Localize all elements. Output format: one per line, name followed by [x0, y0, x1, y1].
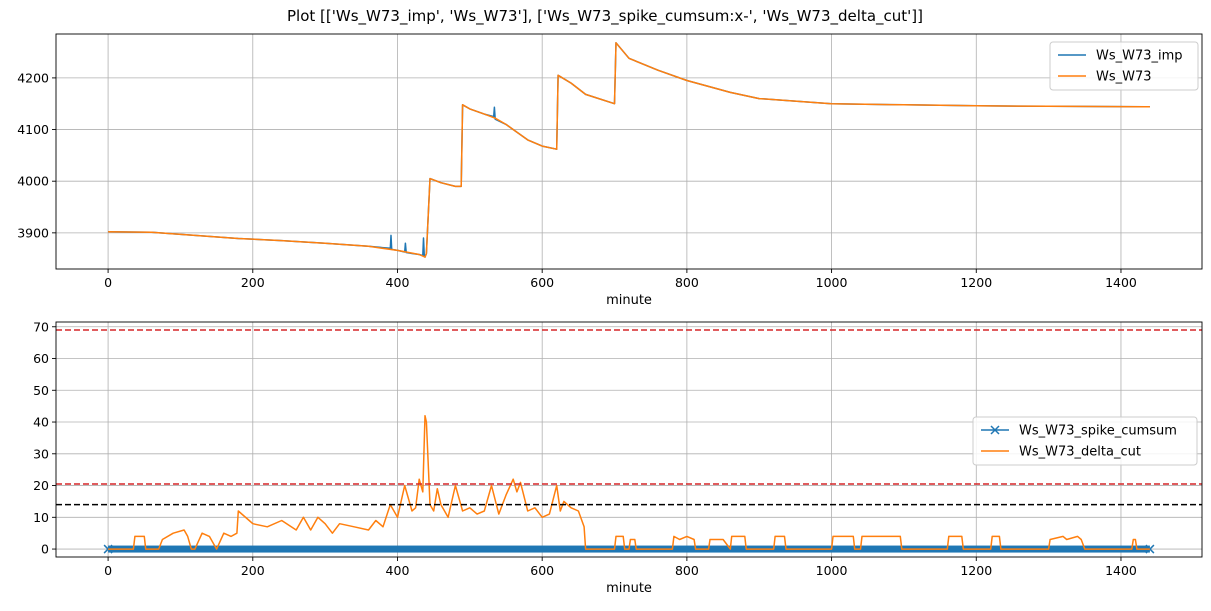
x-tick-label: 200 — [241, 563, 265, 578]
x-tick-label: 400 — [386, 275, 410, 290]
legend-box — [972, 416, 1198, 466]
y-tick-label: 4000 — [17, 174, 49, 189]
x-axis-title: minute — [606, 293, 652, 308]
series-line-ws-w73 — [108, 42, 1150, 258]
figure-title: Plot [['Ws_W73_imp', 'Ws_W73'], ['Ws_W73… — [287, 7, 923, 26]
x-tick-label: 600 — [530, 563, 554, 578]
series-marker-x — [1145, 544, 1155, 554]
y-tick-label: 10 — [33, 510, 49, 525]
legend: Ws_W73_imp Ws_W73 — [1049, 41, 1199, 91]
legend: Ws_W73_spike_cumsum Ws_W73_delta_cut — [972, 416, 1198, 466]
legend-label: Ws_W73_spike_cumsum — [1019, 424, 1177, 439]
series-marker-x — [103, 544, 113, 554]
x-tick-label: 1400 — [1105, 563, 1137, 578]
x-tick-label: 0 — [104, 563, 112, 578]
y-tick-label: 20 — [33, 478, 49, 493]
y-tick-label: 60 — [33, 351, 49, 366]
y-tick-label: 40 — [33, 415, 49, 430]
legend-box — [1049, 41, 1199, 91]
x-tick-label: 800 — [675, 275, 699, 290]
x-tick-label: 0 — [104, 275, 112, 290]
x-tick-label: 400 — [386, 563, 410, 578]
x-tick-label: 600 — [530, 275, 554, 290]
legend-label: Ws_W73 — [1096, 70, 1152, 85]
axes-frame — [55, 321, 1203, 558]
x-tick-label: 1000 — [816, 563, 848, 578]
plot-data-area — [56, 329, 1202, 554]
series-line-ws-w73-imp — [108, 42, 1150, 258]
x-axis-title: minute — [606, 581, 652, 596]
x-tick-label: 1400 — [1105, 275, 1137, 290]
x-tick-label: 1200 — [960, 563, 992, 578]
bottom-chart-panel: 0 200 400 600 800 1000 1200 1400 0 10 20 30 40 50 60 70… — [33, 319, 1203, 596]
top-chart-panel: 0 200 400 600 800 1000 1200 1400 3900 4000 4100 420… — [17, 33, 1203, 308]
legend-marker-x — [990, 425, 1000, 435]
y-tick-label: 3900 — [17, 225, 49, 240]
y-tick-label: 0 — [41, 542, 49, 557]
plot-data-area — [108, 42, 1150, 258]
x-tick-label: 200 — [241, 275, 265, 290]
y-tick-label: 4200 — [17, 70, 49, 85]
y-tick-label: 4100 — [17, 122, 49, 137]
y-tick-label: 30 — [33, 446, 49, 461]
x-tick-label: 1200 — [960, 275, 992, 290]
x-tick-label: 1000 — [816, 275, 848, 290]
y-tick-label: 50 — [33, 383, 49, 398]
series-line-ws-w73-delta-cut — [108, 414, 1150, 550]
legend-label: Ws_W73_delta_cut — [1019, 445, 1141, 460]
x-tick-label: 800 — [675, 563, 699, 578]
axes-frame — [55, 33, 1203, 270]
legend-label: Ws_W73_imp — [1096, 49, 1183, 64]
y-tick-label: 70 — [33, 319, 49, 334]
